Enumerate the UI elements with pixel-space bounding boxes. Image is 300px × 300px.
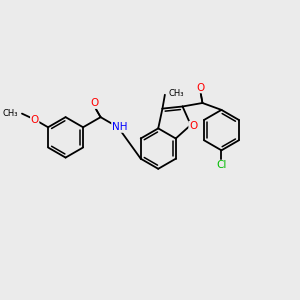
Text: CH₃: CH₃ — [2, 109, 18, 118]
Text: O: O — [31, 115, 39, 124]
Text: Cl: Cl — [216, 160, 226, 170]
Text: O: O — [90, 98, 98, 108]
Text: NH: NH — [112, 122, 127, 132]
Text: O: O — [196, 83, 204, 93]
Text: CH₃: CH₃ — [168, 89, 184, 98]
Text: O: O — [189, 122, 197, 131]
